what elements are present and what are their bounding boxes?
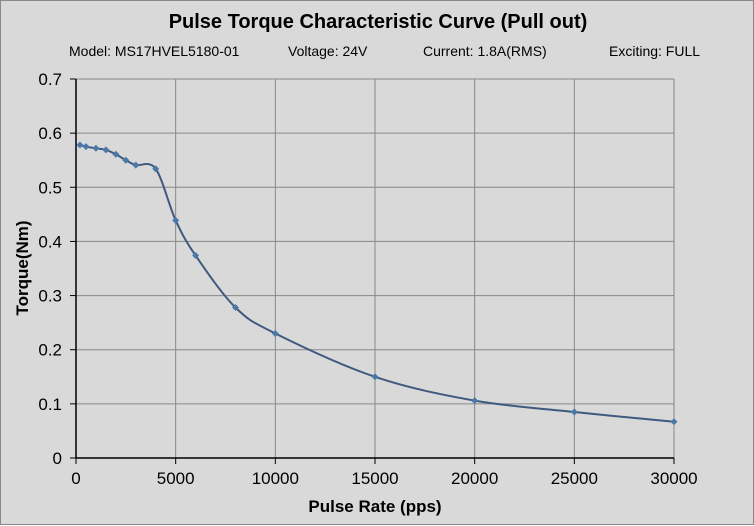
data-point: [670, 418, 678, 426]
y-tick-label: 0.5: [38, 178, 62, 197]
data-point: [132, 161, 140, 169]
x-tick-label: 25000: [551, 469, 598, 488]
y-tick-label: 0.3: [38, 287, 62, 306]
data-point: [92, 144, 100, 152]
subtitle-exciting: Exciting: FULL: [609, 43, 701, 59]
x-tick-label: 30000: [650, 469, 697, 488]
subtitle-current: Current: 1.8A(RMS): [423, 43, 547, 59]
data-point: [102, 146, 110, 154]
data-point: [271, 329, 279, 337]
x-tick-label: 15000: [351, 469, 398, 488]
x-tick-label: 5000: [157, 469, 195, 488]
subtitle-voltage: Voltage: 24V: [288, 43, 368, 59]
x-tick-label: 20000: [451, 469, 498, 488]
x-axis-label: Pulse Rate (pps): [308, 497, 441, 516]
data-point: [231, 303, 239, 311]
y-tick-label: 0.1: [38, 395, 62, 414]
y-tick-label: 0.2: [38, 341, 62, 360]
y-tick-label: 0: [53, 449, 62, 468]
data-point: [152, 165, 160, 173]
data-point: [192, 252, 200, 260]
y-tick-label: 0.4: [38, 232, 62, 251]
data-point: [82, 143, 90, 151]
data-point: [172, 216, 180, 224]
chart-title: Pulse Torque Characteristic Curve (Pull …: [168, 11, 588, 33]
x-tick-label: 10000: [252, 469, 299, 488]
x-tick-label: 0: [71, 469, 80, 488]
data-point: [76, 141, 84, 149]
y-tick-label: 0.7: [38, 70, 62, 89]
data-point: [122, 156, 130, 164]
data-point: [471, 397, 479, 405]
y-tick-label: 0.6: [38, 124, 62, 143]
series-line: [79, 144, 675, 423]
data-point: [570, 408, 578, 416]
y-axis-label: Torque(Nm): [13, 220, 32, 315]
data-point: [371, 373, 379, 381]
data-point: [112, 150, 120, 158]
subtitle-model: Model: MS17HVEL5180-01: [69, 43, 240, 59]
